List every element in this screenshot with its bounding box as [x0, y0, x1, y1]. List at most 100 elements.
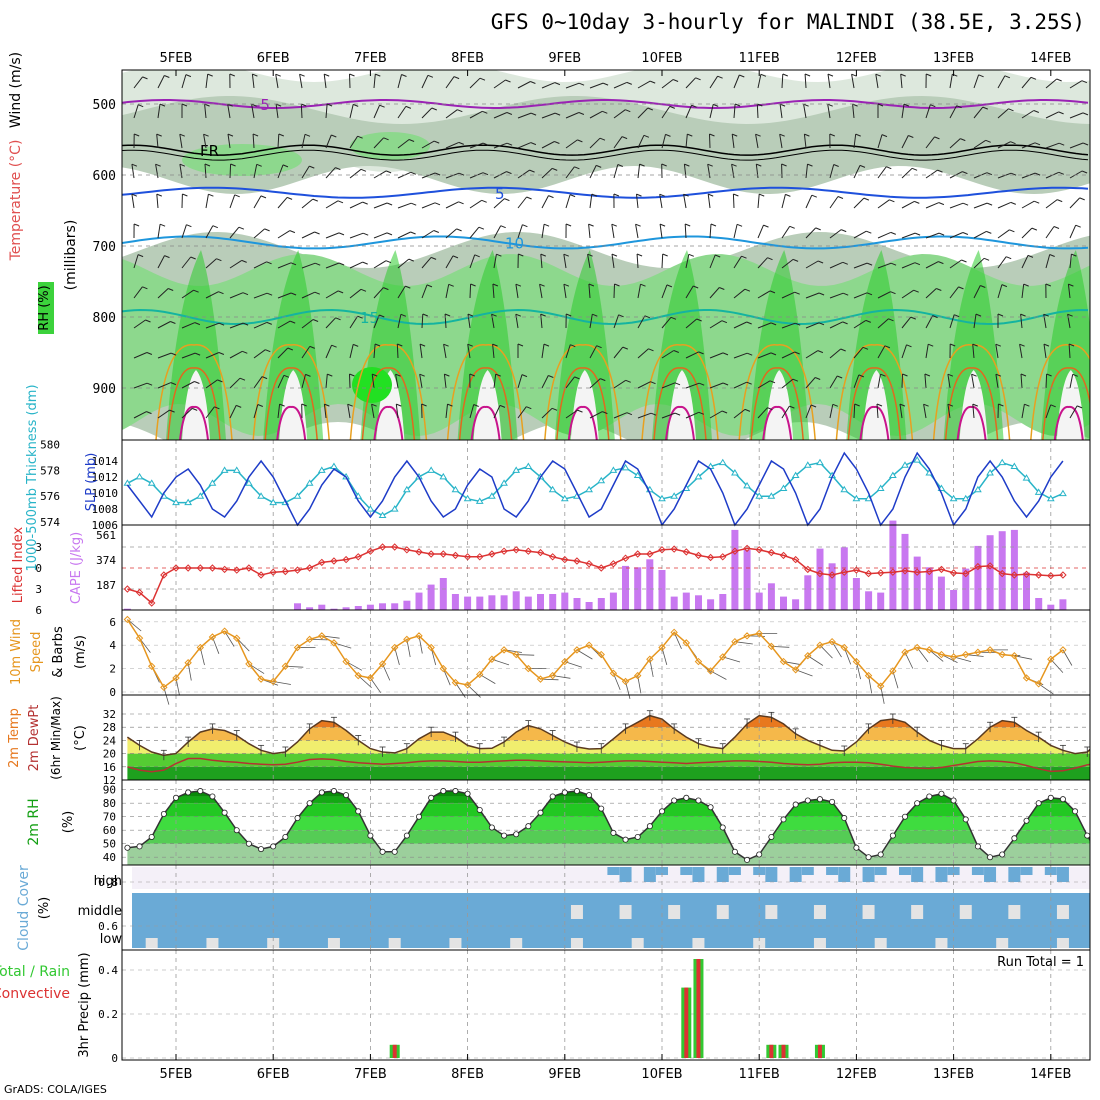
cloud-high-bar: [971, 867, 984, 875]
wind-barb: [613, 109, 626, 119]
wind-barb-flag: [669, 105, 675, 109]
wind-barb-flag: [548, 195, 554, 199]
li-series-point: [913, 568, 921, 576]
wind-barb: [997, 108, 1009, 119]
wind-barb: [901, 200, 915, 209]
wind-barb-flag: [156, 193, 162, 197]
precip-conv-bar: [684, 987, 689, 1058]
rh-series-point: [501, 832, 508, 839]
wind-barb: [853, 319, 867, 329]
wind-barb: [373, 137, 384, 149]
thickness-series-point: [621, 463, 630, 471]
wind-barb-flag: [521, 374, 528, 378]
cloud-mid-gap: [813, 905, 826, 919]
wind-barb-flag: [192, 407, 198, 411]
wind-barb-flag: [170, 352, 177, 356]
cape-tick-label: 561: [96, 529, 116, 542]
wind-barb-flag: [301, 403, 307, 407]
wind-barb-flag: [286, 196, 293, 200]
wind-barb-flag: [815, 377, 821, 380]
wind-barb-flag: [596, 345, 602, 349]
surface-wind-barb: [345, 661, 363, 671]
wind-barb-flag: [375, 73, 381, 77]
thickness-series-point: [184, 498, 193, 506]
wind-barb: [589, 82, 604, 89]
thickness-series-point: [305, 479, 314, 486]
rh-series-point: [294, 815, 301, 822]
cape-bar: [804, 575, 812, 610]
wind-barb: [253, 228, 265, 239]
wind-barb-flag: [482, 142, 489, 146]
wind-barb: [397, 202, 412, 209]
cape-bar: [524, 596, 532, 610]
wind-speed-series-point: [779, 657, 788, 666]
wind-barb-flag: [906, 344, 912, 348]
cape-bar: [354, 606, 362, 610]
wind-barb: [517, 406, 527, 419]
wind-barb-flag: [588, 223, 594, 227]
wind-barb-flag: [827, 73, 834, 77]
wind-barb-flag: [980, 285, 986, 288]
wind-barb-flag: [405, 105, 412, 109]
li-series-point: [208, 564, 217, 572]
wind-barb-flag: [995, 373, 1002, 377]
cloud-high-bar: [716, 867, 729, 882]
wind-barb-flag: [324, 403, 330, 407]
wind-barb: [779, 104, 783, 119]
thk-tick-label: 576: [40, 490, 60, 503]
wind-barb-flag: [960, 138, 966, 142]
wind-barb: [685, 104, 693, 119]
wind-barb: [277, 133, 280, 149]
wind-barb: [637, 315, 646, 329]
wind-barb: [445, 201, 459, 209]
wind-speed-series-point: [864, 671, 873, 680]
wind-barb: [637, 284, 641, 299]
wind-barb: [853, 230, 867, 239]
wind-barb-flag: [747, 352, 753, 356]
cloud-high-bar: [1008, 867, 1021, 882]
wind-barb-flag: [194, 352, 201, 356]
chart-title: GFS 0~10day 3-hourly for MALINDI (38.5E,…: [490, 10, 1085, 34]
cloud-low-gap: [145, 938, 158, 948]
wind-barb-flag: [146, 382, 153, 386]
wind-barb: [445, 284, 450, 299]
wind-barb: [637, 107, 649, 119]
cape-bar: [852, 578, 860, 610]
wind-barb-flag: [880, 373, 886, 377]
wind-barb: [1019, 344, 1023, 359]
cape-bar: [573, 598, 581, 610]
wind-barb: [589, 314, 593, 329]
wind-barb-flag: [837, 196, 844, 199]
wind-barb-flag: [241, 259, 247, 263]
wind-barb: [325, 262, 340, 269]
wind-barb: [229, 194, 236, 209]
thickness-series-point: [840, 485, 849, 493]
wind-barb-flag: [159, 103, 166, 107]
wind-barb: [684, 223, 687, 239]
thickness-series-point: [196, 492, 205, 499]
wind-barb: [805, 164, 808, 179]
wind-barb: [229, 259, 242, 269]
wind-barb: [1021, 227, 1033, 239]
wind-barb-flag: [335, 317, 341, 321]
rh-series-point: [525, 823, 532, 830]
wind-barb: [829, 404, 834, 419]
wind-barb-flag: [419, 373, 425, 377]
wind-barb-flag: [146, 411, 152, 415]
slp-tick-label: 1008: [92, 503, 119, 516]
wind-barb-flag: [469, 373, 475, 377]
wind-barb-flag: [1076, 405, 1083, 409]
wind-barb-flag: [408, 139, 415, 142]
wind-barb-flag: [640, 283, 646, 287]
wind-barb-flag: [877, 103, 884, 107]
cape-bar: [342, 607, 350, 610]
wind-barb-flag: [782, 73, 788, 77]
wind-barb: [683, 194, 687, 209]
wind-barb: [517, 112, 532, 119]
li-series-point: [366, 547, 375, 555]
rh-series-point: [367, 832, 374, 839]
wind-barb: [349, 168, 362, 179]
cape-bar: [937, 576, 945, 610]
li-series-point: [378, 543, 387, 551]
wind-barb-flag: [588, 283, 595, 287]
